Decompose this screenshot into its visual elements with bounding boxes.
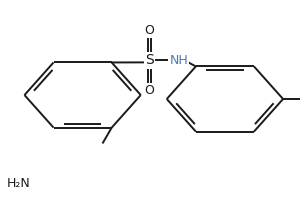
Text: O: O [144,84,154,97]
Text: H₂N: H₂N [7,177,31,190]
Text: NH: NH [169,54,188,67]
Text: O: O [144,24,154,37]
Text: S: S [145,53,154,67]
